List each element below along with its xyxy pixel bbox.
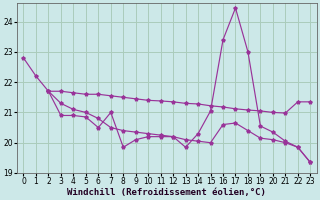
X-axis label: Windchill (Refroidissement éolien,°C): Windchill (Refroidissement éolien,°C): [68, 188, 266, 197]
